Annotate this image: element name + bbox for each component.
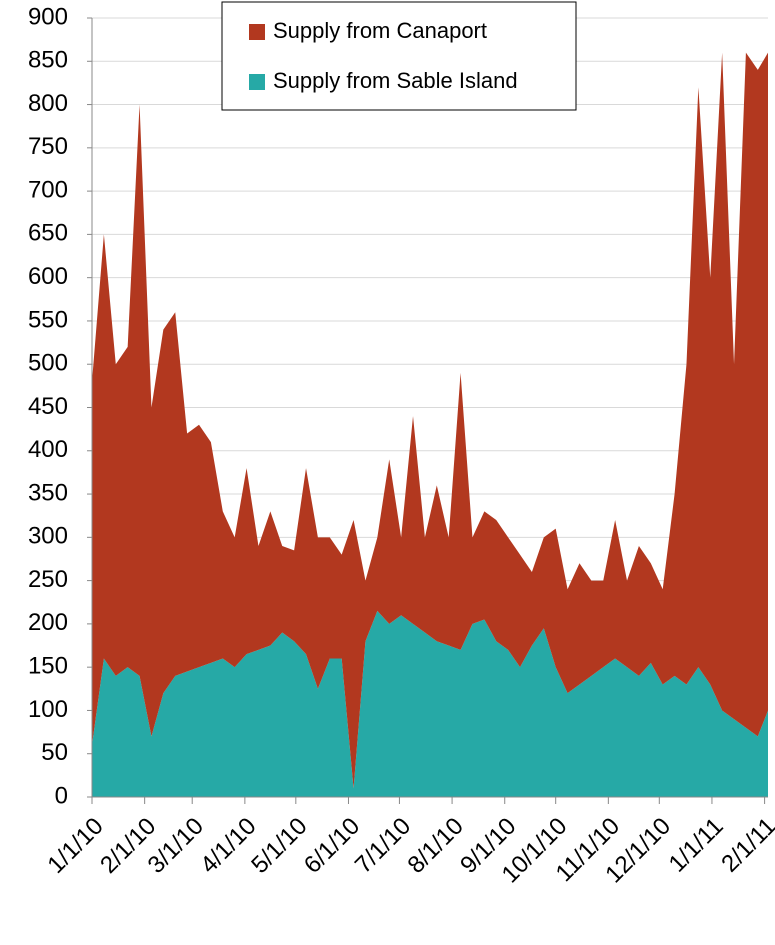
x-tick-label: 5/1/10: [246, 813, 312, 879]
x-tick-label: 6/1/10: [299, 813, 365, 879]
y-tick-label: 850: [28, 47, 68, 74]
y-tick-label: 350: [28, 479, 68, 506]
area: [92, 52, 768, 789]
y-tick-label: 550: [28, 306, 68, 333]
area: [92, 610, 768, 797]
x-tick-label: 4/1/10: [195, 813, 261, 879]
y-tick-label: 600: [28, 263, 68, 290]
y-tick-label: 500: [28, 350, 68, 377]
y-tick-label: 0: [55, 782, 68, 809]
legend-label: Supply from Canaport: [273, 18, 487, 43]
legend: Supply from Canaport Supply from Sable Is…: [221, 1, 577, 111]
y-tick-label: 200: [28, 609, 68, 636]
legend-label: Supply from Sable Island: [273, 68, 518, 93]
x-tick-label: 3/1/10: [143, 813, 209, 879]
x-tick-label: 2/1/11: [716, 813, 775, 878]
y-tick-label: 50: [41, 739, 68, 766]
y-tick-label: 750: [28, 133, 68, 160]
x-tick-label: 7/1/10: [350, 813, 416, 879]
y-tick-label: 400: [28, 436, 68, 463]
y-tick-label: 800: [28, 90, 68, 117]
y-tick-label: 150: [28, 653, 68, 680]
y-tick-label: 650: [28, 220, 68, 247]
legend-swatch: [249, 74, 265, 90]
legend-box: [221, 1, 577, 111]
x-tick-label: 1/1/10: [42, 813, 108, 879]
x-tick-label: 1/1/11: [664, 813, 729, 878]
y-tick-label: 100: [28, 696, 68, 723]
y-tick-label: 450: [28, 393, 68, 420]
legend-swatch: [249, 24, 265, 40]
y-tick-label: 250: [28, 566, 68, 593]
x-tick-label: 8/1/10: [403, 813, 469, 879]
y-tick-label: 700: [28, 176, 68, 203]
y-tick-label: 300: [28, 523, 68, 550]
y-tick-label: 900: [28, 3, 68, 30]
